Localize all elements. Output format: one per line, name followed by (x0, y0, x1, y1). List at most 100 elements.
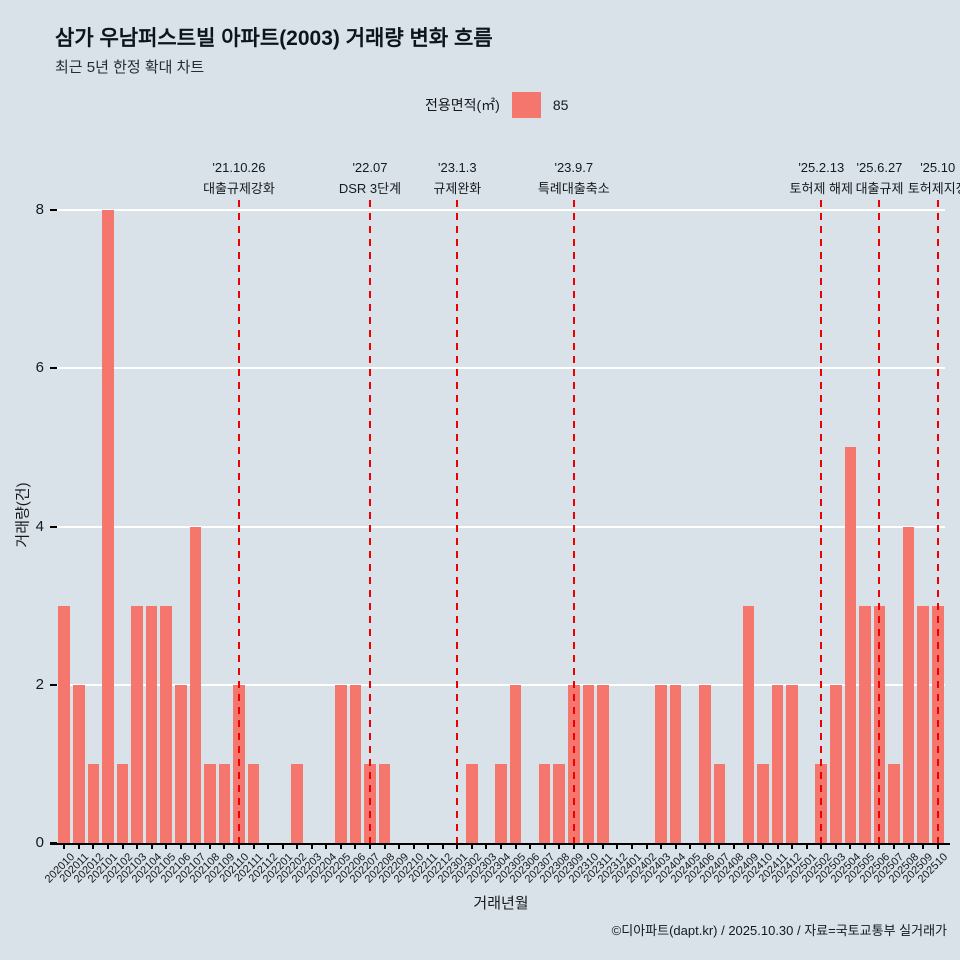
y-tick-6 (50, 367, 57, 370)
x-tick-202101 (106, 845, 109, 849)
x-tick-202211 (427, 845, 430, 849)
event-date: '23.9.7 (554, 160, 594, 175)
event-date: '23.1.3 (438, 160, 477, 175)
event-label: 대출규제강화 (203, 181, 275, 196)
x-tick-202208 (383, 845, 386, 849)
bar-202302 (466, 763, 478, 843)
bar-202103 (131, 605, 143, 843)
bar-202507 (888, 763, 900, 843)
bar-202104 (145, 605, 158, 843)
bar-202403 (655, 684, 667, 843)
x-tick-202302 (470, 845, 473, 849)
x-axis-title: 거래년월 (473, 895, 529, 912)
event-annotation-202301: '23.1.3 규제완화 (433, 157, 481, 199)
x-tick-202204 (325, 845, 328, 849)
x-tick-202502 (820, 845, 823, 849)
x-tick-202107 (194, 845, 197, 849)
bar-202406 (699, 684, 711, 843)
event-line-202207 (368, 200, 371, 843)
x-tick-202112 (267, 845, 270, 849)
x-tick-202406 (703, 845, 706, 849)
bar-202504 (844, 447, 857, 843)
x-tick-202310 (587, 845, 590, 849)
bar-202111 (247, 763, 260, 843)
y-tick-8 (50, 209, 57, 211)
x-tick-202404 (674, 845, 677, 849)
y-tick-label: 0 (35, 834, 44, 851)
event-annotation-202110: '21.10.26 대출규제강화 (203, 157, 275, 199)
x-tick-202506 (878, 845, 881, 849)
y-tick-label: 8 (35, 201, 44, 218)
event-annotation-202309: '23.9.7 특례대출축소 (538, 157, 610, 199)
bar-202407 (713, 763, 726, 843)
x-tick-202205 (339, 845, 342, 849)
bar-202101 (102, 210, 114, 843)
event-line-202502 (820, 200, 823, 843)
bar-202206 (349, 684, 362, 843)
bar-202503 (830, 684, 842, 843)
x-tick-202106 (179, 845, 182, 849)
x-axis-line (50, 843, 950, 845)
x-tick-202306 (529, 845, 532, 849)
x-tick-202212 (441, 845, 444, 849)
legend-swatch (511, 92, 541, 118)
bar-202012 (87, 763, 100, 843)
bar-202106 (174, 684, 187, 843)
bar-202310 (582, 684, 595, 843)
bar-202311 (597, 684, 609, 843)
event-annotation-202506: '25.6.27 대출규제 (856, 157, 904, 199)
x-tick-202202 (296, 845, 299, 849)
x-tick-202102 (121, 845, 124, 849)
x-tick-202501 (805, 845, 808, 849)
event-annotation-202207: '22.07 DSR 3단계 (339, 157, 401, 199)
x-tick-202210 (412, 845, 415, 849)
plot-area (57, 200, 945, 843)
x-tick-202504 (849, 845, 852, 849)
x-tick-202011 (77, 845, 80, 849)
x-tick-202508 (907, 845, 910, 849)
bar-202412 (786, 684, 798, 843)
legend: 전용면적(㎡) 85 (425, 92, 568, 118)
bar-202509 (917, 605, 929, 843)
x-tick-202206 (354, 845, 357, 849)
x-tick-202411 (776, 845, 779, 849)
x-tick-202111 (252, 845, 255, 849)
x-tick-202409 (747, 845, 750, 849)
x-tick-202403 (660, 845, 663, 849)
x-tick-202510 (936, 845, 939, 849)
bar-202304 (495, 763, 507, 843)
x-tick-202108 (208, 845, 211, 849)
bar-202411 (771, 684, 784, 843)
legend-value: 85 (552, 97, 569, 113)
y-tick-0 (50, 842, 57, 844)
bar-202011 (73, 684, 85, 843)
x-tick-202105 (165, 845, 168, 849)
gridline-y-8 (57, 209, 945, 211)
x-tick-202507 (893, 845, 896, 849)
y-tick-4 (50, 525, 57, 528)
x-tick-202209 (398, 845, 401, 849)
gridline-y-6 (57, 367, 945, 370)
bar-202109 (218, 763, 231, 843)
event-label: DSR 3단계 (338, 181, 402, 196)
bar-202102 (116, 763, 129, 843)
bar-202105 (160, 605, 172, 843)
event-line-202510 (936, 200, 939, 843)
y-tick-label: 2 (35, 675, 44, 693)
bar-202305 (509, 684, 522, 843)
event-label: 특례대출축소 (537, 181, 610, 196)
x-tick-202307 (543, 845, 546, 849)
bar-202010 (58, 605, 71, 843)
x-tick-202012 (92, 845, 95, 849)
x-tick-202305 (514, 845, 517, 849)
y-tick-2 (50, 683, 57, 686)
bar-202107 (189, 526, 202, 843)
event-annotation-202502: '25.2.13 토허제 해제 (790, 157, 853, 199)
page-title: 삼가 우남퍼스트빌 아파트(2003) 거래량 변화 흐름 (55, 27, 493, 50)
x-tick-202309 (572, 845, 575, 849)
x-tick-202207 (368, 845, 371, 849)
x-tick-202312 (616, 845, 619, 849)
event-label: 대출규제 (855, 181, 904, 196)
y-axis-title: 거래량(건) (14, 482, 32, 548)
